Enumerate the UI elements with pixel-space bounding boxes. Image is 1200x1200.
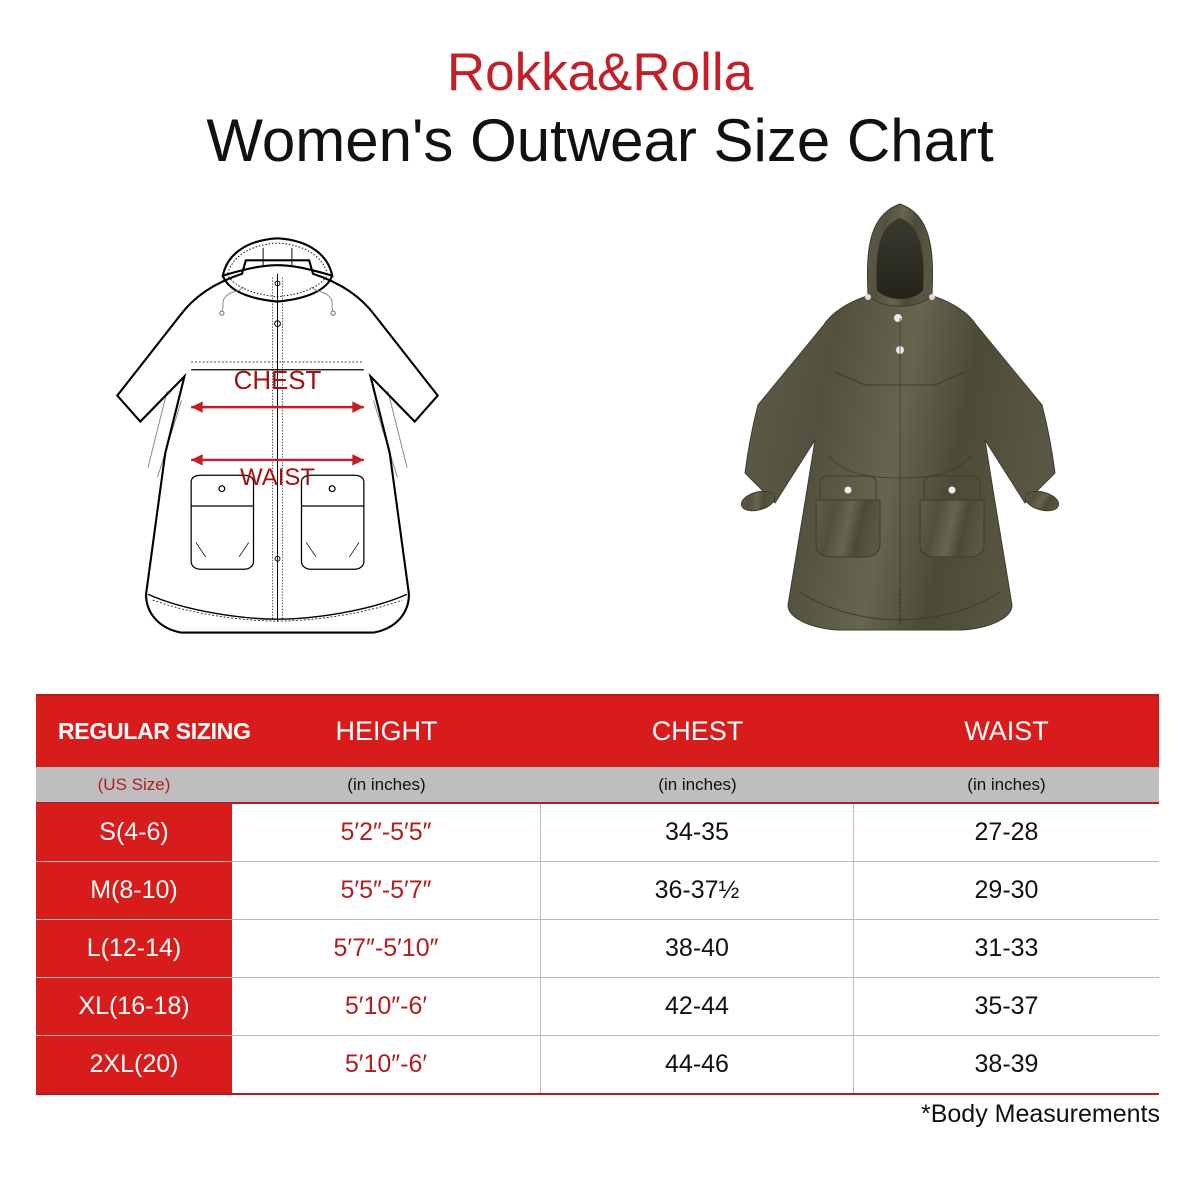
svg-text:WAIST: WAIST bbox=[240, 464, 315, 491]
svg-text:CHEST: CHEST bbox=[234, 367, 322, 395]
